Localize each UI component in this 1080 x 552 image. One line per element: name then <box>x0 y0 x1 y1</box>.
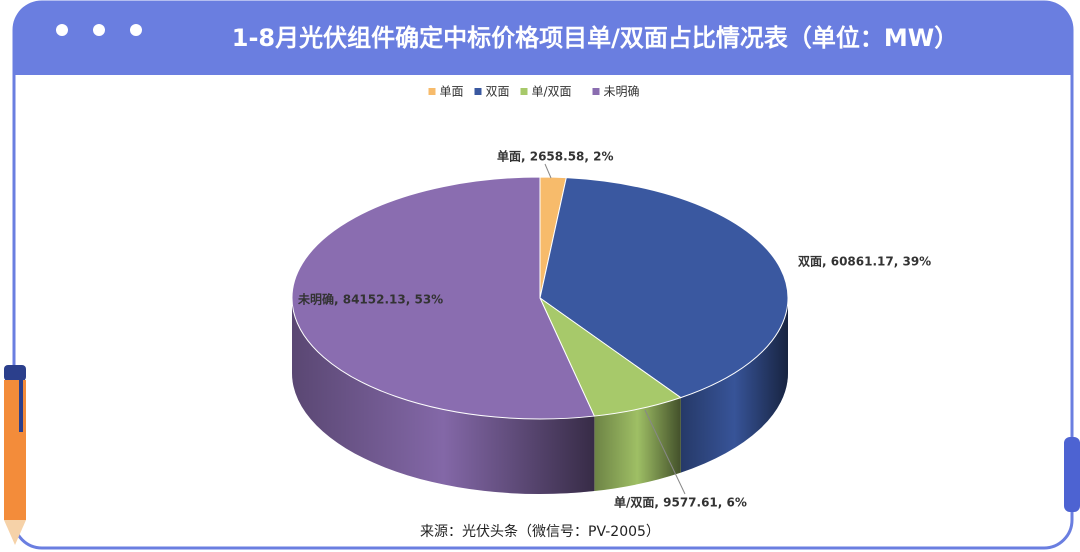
header-band <box>14 2 1072 75</box>
pie-slice <box>539 177 789 399</box>
data-label: 双面, 60861.17, 39% <box>798 255 931 269</box>
legend-label: 双面 <box>486 85 510 99</box>
legend-label: 单面 <box>440 85 464 99</box>
dot <box>56 24 68 36</box>
pie-slice <box>291 176 596 420</box>
legend-swatch <box>520 88 528 95</box>
pie-side-shade <box>594 397 681 492</box>
source-note: 来源：光伏头条（微信号：PV-2005） <box>420 523 660 540</box>
dot <box>93 24 105 36</box>
data-label: 单面, 2658.58, 2% <box>497 149 614 164</box>
leader-line <box>544 163 552 179</box>
legend-label: 单/双面 <box>532 85 572 99</box>
side-tab <box>1064 437 1080 512</box>
legend-swatch <box>428 88 436 95</box>
pie-side-shade <box>292 298 595 495</box>
leader-line <box>644 409 686 495</box>
pen-decoration <box>4 365 26 545</box>
chart-title: 1-8月光伏组件确定中标价格项目单/双面占比情况表（单位：MW） <box>232 24 958 52</box>
legend-swatch <box>474 88 482 95</box>
legend-label: 未明确 <box>604 85 640 99</box>
pie-side-shade <box>680 298 788 473</box>
data-label: 单/双面, 9577.61, 6% <box>614 495 747 510</box>
dot <box>130 24 142 36</box>
data-label: 未明确, 84152.13, 53% <box>297 292 443 307</box>
legend-swatch <box>592 88 600 95</box>
